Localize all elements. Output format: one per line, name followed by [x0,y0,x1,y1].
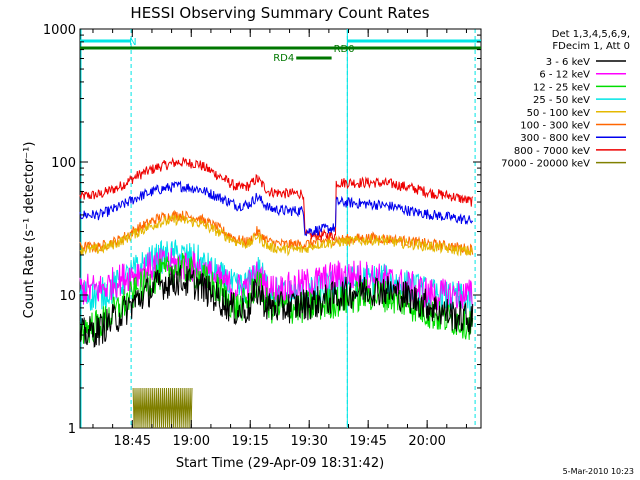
series-7000-20000-kev [132,387,193,429]
night-label: N [129,37,136,48]
plot-area-border [79,28,482,429]
series-group [79,156,474,429]
y-tick-label-3: 1000 [43,23,76,38]
rd0-label: RD0 [334,44,355,55]
series-50-100-kev [79,213,474,257]
series-300-800-kev [79,180,474,237]
series-800-7000-kev [79,156,474,242]
legend-label-5: 100 - 300 keV [520,121,590,132]
y-axis-label: Count Rate (s⁻¹ detector⁻¹) [22,142,37,319]
legend-label-1: 6 - 12 keV [539,70,590,81]
legend-header-1: FDecim 1, Att 0 [552,41,630,52]
y-tick-label-1: 10 [59,289,76,304]
legend-label-2: 12 - 25 keV [533,82,590,93]
series-100-300-kev [79,209,474,256]
legend-label-4: 50 - 100 keV [527,108,591,119]
legend-label-0: 3 - 6 keV [546,57,590,68]
x-tick-label-4: 19:45 [349,434,386,449]
chart-title: HESSI Observing Summary Count Rates [130,4,429,22]
footer-timestamp: 5-Mar-2010 10:23 [563,467,634,476]
x-axis-label: Start Time (29-Apr-09 18:31:42) [176,456,384,471]
x-tick-label-0: 18:45 [114,434,151,449]
rd4-label: RD4 [273,53,294,64]
legend-label-3: 25 - 50 keV [533,95,590,106]
axes: 18:45 19:00 19:15 19:30 19:45 20:00 1 10 100 1000 [43,23,481,449]
series-3-6-kev [79,265,474,348]
y-tick-label-0: 1 [68,422,76,437]
legend: Det 1,3,4,5,6,9,FDecim 1, Att 0 3 - 6 keV… [501,29,630,170]
annotations: N RD0 RD4 [80,29,481,428]
legend-header-0: Det 1,3,4,5,6,9, [552,29,630,40]
x-tick-label-5: 20:00 [408,434,445,449]
plot-frame [79,28,482,429]
x-tick-label-2: 19:15 [231,434,268,449]
legend-label-6: 300 - 800 keV [520,133,590,144]
y-tick-label-2: 100 [51,156,76,171]
x-tick-label-1: 19:00 [173,434,210,449]
x-tick-label-3: 19:30 [290,434,327,449]
legend-label-7: 800 - 7000 keV [514,146,590,157]
legend-label-8: 7000 - 20000 keV [501,159,590,170]
